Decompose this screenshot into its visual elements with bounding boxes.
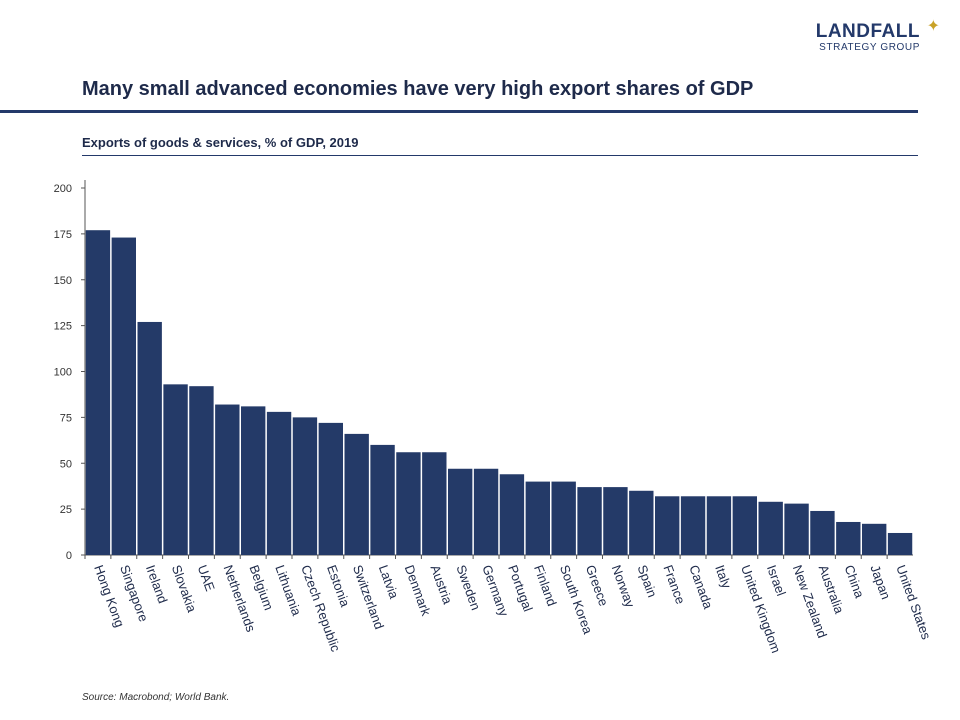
bar [85,230,111,555]
x-category-label: Sweden [453,563,483,612]
logo-sub-text: STRATEGY GROUP [819,42,920,53]
x-category-label: Latvia [376,563,402,601]
x-category-label: Japan [867,563,893,601]
x-category-label: Slovakia [169,563,200,615]
bar [706,496,732,555]
y-tick-label: 125 [54,321,72,333]
bar [370,444,395,555]
y-tick-label: 50 [60,458,72,470]
y-tick-label: 75 [60,412,72,424]
bar [111,237,136,556]
x-category-label: Estonia [324,563,353,610]
x-category-label: China [841,563,867,601]
x-category-label: Italy [712,563,734,591]
bar [499,474,525,555]
bar [629,490,654,555]
x-category-label: Belgium [246,563,276,612]
bar [784,503,809,555]
source-note: Source: Macrobond; World Bank. [82,692,230,703]
y-tick-label: 175 [54,229,72,241]
x-category-label: Norway [609,563,638,610]
y-tick-label: 100 [54,367,72,379]
bar [422,452,447,555]
bar [603,487,628,555]
chart-subtitle: Exports of goods & services, % of GDP, 2… [82,135,359,150]
x-category-label: Spain [634,563,659,599]
x-category-label: Canada [686,563,716,612]
title-divider [0,110,918,113]
x-category-label: Greece [583,563,612,608]
y-tick-label: 0 [66,550,72,562]
bar [266,411,292,555]
logo-main-text: LANDFALL [815,21,920,42]
bar [241,406,266,555]
y-tick-label: 25 [60,504,72,516]
x-category-label: UAE [195,563,218,594]
x-category-label: Ireland [143,563,171,605]
bar [215,404,240,555]
bar [448,468,473,555]
bar [318,422,343,555]
star-icon: ✦ [926,18,940,35]
bar [887,532,913,555]
bar [525,481,550,555]
bar [758,501,783,555]
x-category-label: Israel [764,563,789,598]
bar [655,496,680,555]
bar [836,521,861,555]
bar [862,523,887,555]
logo: ✦ LANDFALL STRATEGY GROUP [815,18,940,54]
bar [551,481,576,555]
x-category-label: Finland [531,563,560,608]
x-category-label: France [660,563,688,606]
y-tick-label: 150 [54,275,72,287]
bar [189,386,214,555]
bar [396,452,421,555]
x-category-label: United States [893,563,934,642]
bar [732,496,757,555]
bar [577,487,602,555]
bar [344,433,369,555]
bar [473,468,499,555]
x-category-label: Austria [427,563,455,607]
bar [163,384,188,555]
page-title: Many small advanced economies have very … [82,78,754,100]
y-tick-label: 200 [54,183,72,195]
bar [680,496,706,555]
bar [137,321,162,555]
bar [810,510,835,555]
subtitle-divider [82,155,918,156]
bar [292,417,318,555]
